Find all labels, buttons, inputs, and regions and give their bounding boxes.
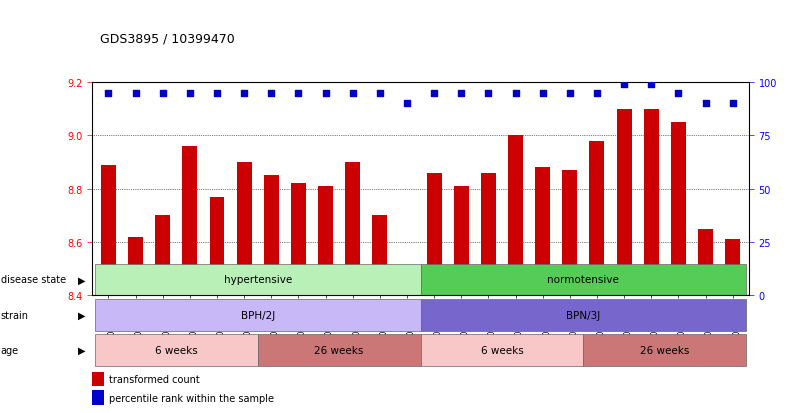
Point (590, 90, 603, 97)
Text: age: age (1, 345, 19, 355)
Point (536, 90, 549, 97)
Text: BPN/3J: BPN/3J (566, 310, 601, 320)
Bar (481, 173, 496, 296)
Text: strain: strain (1, 310, 29, 320)
Point (373, 90, 386, 97)
Bar (671, 123, 686, 296)
Bar (95, 264, 421, 296)
Bar (427, 173, 441, 296)
Point (727, 101, 739, 107)
Bar (92, 372, 104, 386)
Point (482, 90, 495, 97)
Point (699, 101, 712, 107)
Point (183, 90, 196, 97)
Bar (454, 187, 469, 296)
Point (238, 90, 251, 97)
Text: ▶: ▶ (78, 310, 85, 320)
Bar (421, 334, 583, 366)
Text: 26 weeks: 26 weeks (640, 345, 690, 355)
Point (319, 90, 332, 97)
Text: GDS3895 / 10399470: GDS3895 / 10399470 (100, 33, 235, 45)
Point (102, 90, 115, 97)
Bar (583, 334, 747, 366)
Text: ▶: ▶ (78, 275, 85, 285)
Bar (291, 184, 306, 296)
Bar (421, 299, 747, 331)
Text: normotensive: normotensive (547, 275, 619, 285)
Point (400, 101, 413, 107)
Point (455, 90, 468, 97)
Bar (725, 240, 740, 296)
Bar (95, 299, 421, 331)
Bar (101, 165, 116, 296)
Bar (400, 266, 414, 296)
Bar (617, 109, 631, 296)
Bar (535, 168, 550, 296)
Text: percentile rank within the sample: percentile rank within the sample (109, 393, 273, 403)
Bar (92, 390, 104, 405)
Bar (128, 237, 143, 296)
Bar (95, 334, 258, 366)
Bar (155, 216, 170, 296)
Point (672, 90, 685, 97)
Text: 26 weeks: 26 weeks (315, 345, 364, 355)
Point (618, 82, 630, 88)
Bar (210, 197, 224, 296)
Bar (372, 216, 387, 296)
Point (292, 90, 305, 97)
Text: disease state: disease state (1, 275, 66, 285)
Bar (318, 187, 333, 296)
Bar (421, 264, 747, 296)
Bar (236, 163, 252, 296)
Point (156, 90, 169, 97)
Text: 6 weeks: 6 weeks (481, 345, 523, 355)
Bar (698, 229, 713, 296)
Bar (644, 109, 658, 296)
Text: ▶: ▶ (78, 345, 85, 355)
Point (265, 90, 278, 97)
Point (563, 90, 576, 97)
Bar (345, 163, 360, 296)
Point (346, 90, 359, 97)
Point (211, 90, 223, 97)
Bar (183, 147, 197, 296)
Text: BPH/2J: BPH/2J (240, 310, 275, 320)
Bar (590, 141, 605, 296)
Point (645, 82, 658, 88)
Text: hypertensive: hypertensive (223, 275, 292, 285)
Point (129, 90, 142, 97)
Bar (258, 334, 421, 366)
Bar (508, 136, 523, 296)
Text: transformed count: transformed count (109, 374, 199, 384)
Point (428, 90, 441, 97)
Text: 6 weeks: 6 weeks (155, 345, 198, 355)
Bar (264, 176, 279, 296)
Bar (562, 171, 578, 296)
Point (509, 90, 522, 97)
